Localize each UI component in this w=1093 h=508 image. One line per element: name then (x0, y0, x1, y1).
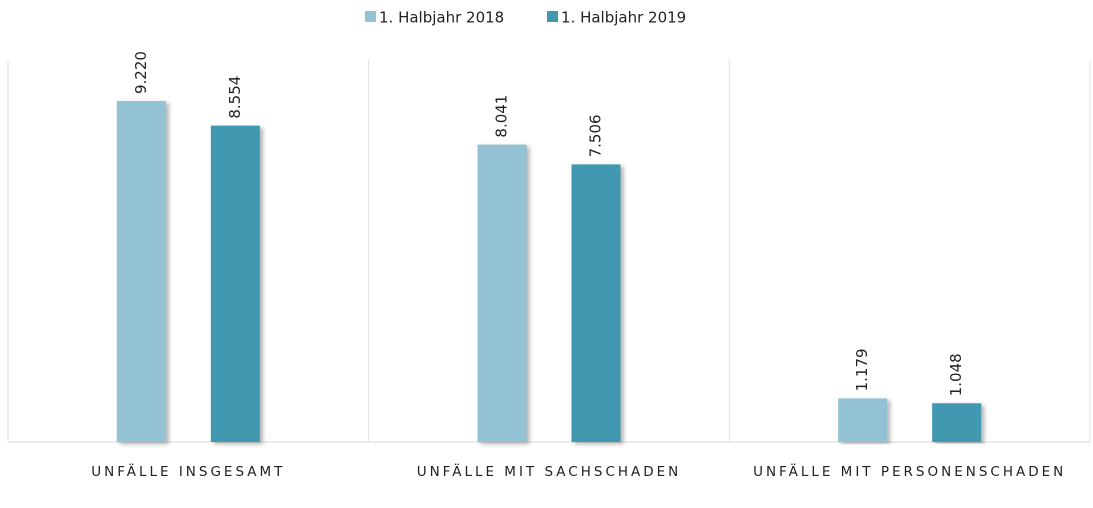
bar (210, 125, 260, 442)
category-label: UNFÄLLE INSGESAMT (91, 464, 286, 480)
category-label: UNFÄLLE MIT SACHSCHADEN (416, 464, 682, 480)
legend-label: 1. Halbjahr 2018 (379, 9, 504, 27)
data-label: 9.220 (132, 51, 150, 94)
category-label: UNFÄLLE MIT PERSONENSCHADEN (753, 464, 1067, 480)
data-label: 1.048 (947, 353, 965, 396)
data-label: 8.041 (493, 95, 511, 138)
bar (838, 398, 888, 442)
data-label: 1.179 (853, 348, 871, 391)
data-label: 7.506 (587, 114, 605, 157)
bar (477, 144, 527, 442)
bar (932, 403, 982, 442)
bar (571, 164, 621, 442)
legend-label: 1. Halbjahr 2019 (561, 9, 686, 27)
legend-swatch (365, 11, 376, 22)
bar (116, 101, 166, 442)
data-label: 8.554 (226, 76, 244, 119)
legend-swatch (547, 11, 558, 22)
